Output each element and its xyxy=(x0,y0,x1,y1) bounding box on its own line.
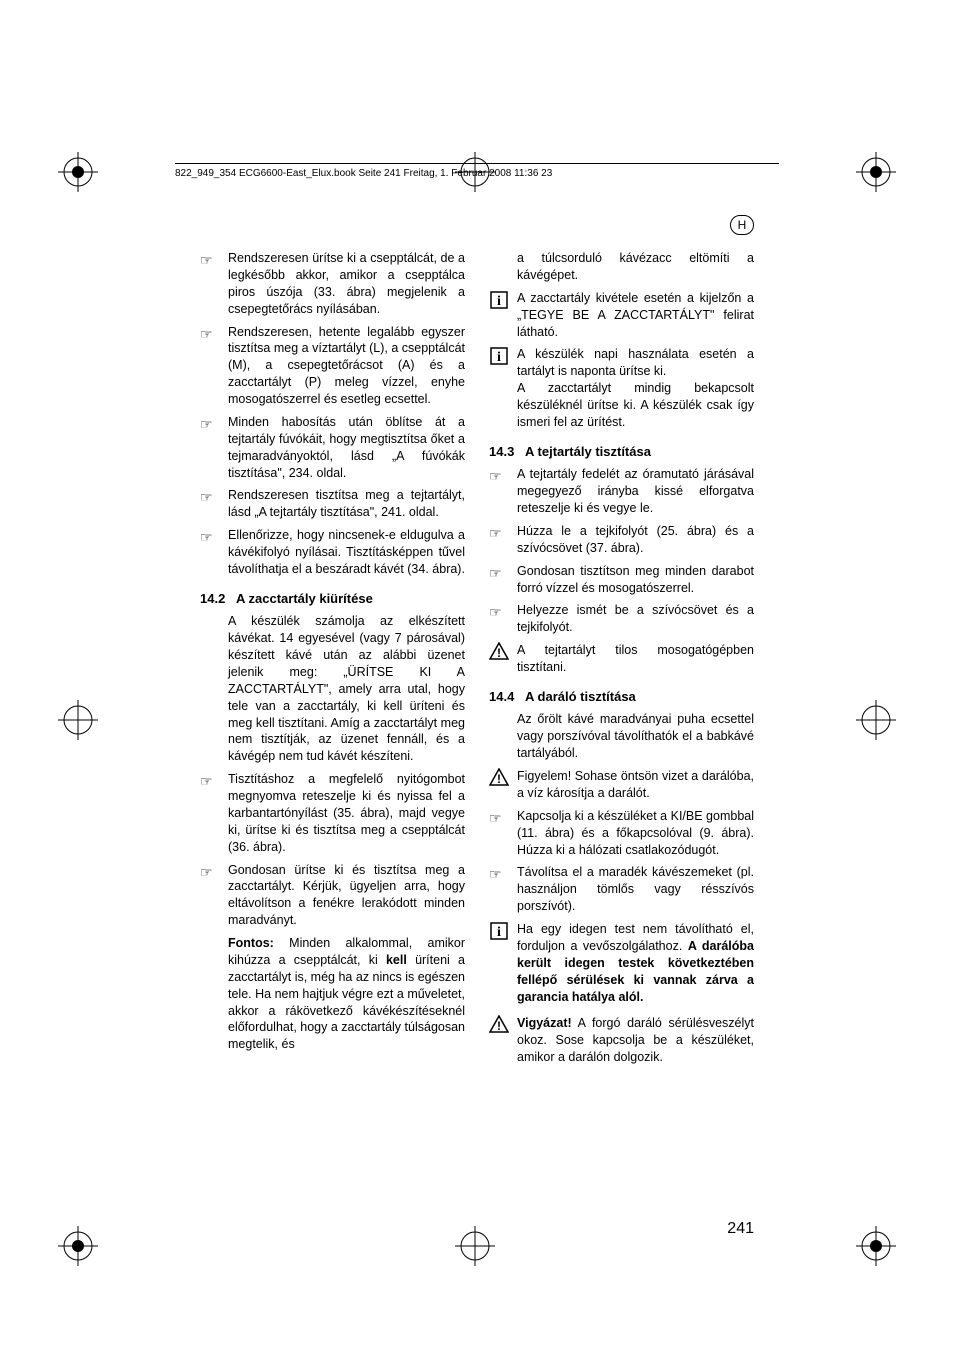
header-text: 822_949_354 ECG6600-East_Elux.book Seite… xyxy=(175,168,552,179)
warning-text: A tejtartályt tilos mosogatógépben tiszt… xyxy=(517,642,754,676)
instruction-text: Ellenőrizze, hogy nincsenek-e eldugulva … xyxy=(228,527,465,578)
svg-text:i: i xyxy=(497,925,501,940)
instruction-item: ☞ Rendszeresen ürítse ki a csepptálcát, … xyxy=(200,250,465,318)
warning-icon: ! xyxy=(489,1015,517,1066)
svg-text:!: ! xyxy=(497,772,501,786)
instruction-item: ☞ Gondosan ürítse ki és tisztítsa meg a … xyxy=(200,862,465,930)
hand-icon: ☞ xyxy=(489,523,517,557)
hand-icon: ☞ xyxy=(200,487,228,521)
instruction-item: ☞ Helyezze ismét be a szívócsövet és a t… xyxy=(489,602,754,636)
content-area: ☞ Rendszeresen ürítse ki a csepptálcát, … xyxy=(200,250,754,1072)
warning-item: ! Vigyázat! A forgó daráló sérülésveszél… xyxy=(489,1015,754,1066)
instruction-text: Rendszeresen tisztítsa meg a tejtartályt… xyxy=(228,487,465,521)
crop-mark xyxy=(856,1226,896,1266)
instruction-text: Húzza le a tejkifolyót (25. ábra) és a s… xyxy=(517,523,754,557)
section-heading: 14.2 A zacctartály kiürítése xyxy=(200,590,465,608)
info-text: Ha egy idegen test nem távolítható el, f… xyxy=(517,921,754,1005)
bold-label: Fontos: xyxy=(228,936,274,950)
instruction-item: ☞ Húzza le a tejkifolyót (25. ábra) és a… xyxy=(489,523,754,557)
section-number: 14.3 xyxy=(489,443,525,461)
hand-icon: ☞ xyxy=(489,808,517,859)
instruction-item: ☞ A tejtartály fedelét az óramutató járá… xyxy=(489,466,754,517)
hand-icon: ☞ xyxy=(200,324,228,408)
section-number: 14.4 xyxy=(489,688,525,706)
svg-text:i: i xyxy=(497,294,501,309)
instruction-text: A tejtartály fedelét az óramutató járásá… xyxy=(517,466,754,517)
bold-label: Vigyázat! xyxy=(517,1016,572,1030)
info-icon: i xyxy=(489,290,517,341)
info-icon: i xyxy=(489,346,517,430)
right-column: a túlcsorduló kávézacc eltömíti a kávégé… xyxy=(489,250,754,1072)
instruction-text: Kapcsolja ki a készüléket a KI/BE gombba… xyxy=(517,808,754,859)
warning-item: ! A tejtartályt tilos mosogatógépben tis… xyxy=(489,642,754,676)
instruction-text: Rendszeresen ürítse ki a csepptálcát, de… xyxy=(228,250,465,318)
warning-icon: ! xyxy=(489,642,517,676)
header-rule xyxy=(175,163,779,164)
info-item: i A zacctartály kivétele esetén a kijelz… xyxy=(489,290,754,341)
hand-icon: ☞ xyxy=(489,602,517,636)
crop-mark xyxy=(58,1226,98,1266)
section-title: A zacctartály kiürítése xyxy=(236,590,373,608)
section-heading: 14.4 A daráló tisztítása xyxy=(489,688,754,706)
crop-mark xyxy=(58,152,98,192)
bold-text: kell xyxy=(386,953,407,967)
crop-mark xyxy=(455,1226,495,1266)
warning-icon: ! xyxy=(489,768,517,802)
info-icon: i xyxy=(489,921,517,1005)
section-title: A tejtartály tisztítása xyxy=(525,443,651,461)
instruction-text: Gondosan ürítse ki és tisztítsa meg a za… xyxy=(228,862,465,930)
left-column: ☞ Rendszeresen ürítse ki a csepptálcát, … xyxy=(200,250,465,1072)
instruction-item: ☞ Minden habosítás után öblítse át a tej… xyxy=(200,414,465,482)
instruction-text: Rendszeresen, hetente legalább egyszer t… xyxy=(228,324,465,408)
hand-icon: ☞ xyxy=(200,250,228,318)
warning-text: Vigyázat! A forgó daráló sérülésveszélyt… xyxy=(517,1015,754,1066)
hand-icon: ☞ xyxy=(489,864,517,915)
instruction-text: Tisztításhoz a megfelelő nyitógombot meg… xyxy=(228,771,465,855)
svg-text:!: ! xyxy=(497,1019,501,1033)
info-item: i A készülék napi használata esetén a ta… xyxy=(489,346,754,430)
instruction-text: Minden habosítás után öblítse át a tejta… xyxy=(228,414,465,482)
region-indicator: H xyxy=(730,215,754,235)
crop-mark xyxy=(856,152,896,192)
instruction-item: ☞ Rendszeresen, hetente legalább egyszer… xyxy=(200,324,465,408)
instruction-text: Távolítsa el a maradék kávészemeket (pl.… xyxy=(517,864,754,915)
instruction-item: ☞ Rendszeresen tisztítsa meg a tejtartál… xyxy=(200,487,465,521)
text: üríteni a zacctartályt is, még ha az nin… xyxy=(228,953,465,1051)
instruction-item: ☞ Kapcsolja ki a készüléket a KI/BE gomb… xyxy=(489,808,754,859)
hand-icon: ☞ xyxy=(489,563,517,597)
warning-item: ! Figyelem! Sohase öntsön vizet a daráló… xyxy=(489,768,754,802)
crop-mark xyxy=(856,700,896,740)
hand-icon: ☞ xyxy=(489,466,517,517)
crop-mark xyxy=(58,700,98,740)
instruction-item: ☞ Tisztításhoz a megfelelő nyitógombot m… xyxy=(200,771,465,855)
hand-icon: ☞ xyxy=(200,527,228,578)
info-text: A készülék napi használata esetén a tart… xyxy=(517,346,754,430)
section-title: A daráló tisztítása xyxy=(525,688,636,706)
body-text: Az őrölt kávé maradványai puha ecsettel … xyxy=(517,711,754,762)
hand-icon: ☞ xyxy=(200,862,228,930)
instruction-text: Helyezze ismét be a szívócsövet és a tej… xyxy=(517,602,754,636)
page-number: 241 xyxy=(727,1220,754,1238)
continuation-text: a túlcsorduló kávézacc eltömíti a kávégé… xyxy=(517,250,754,284)
warning-text: Figyelem! Sohase öntsön vizet a darálóba… xyxy=(517,768,754,802)
instruction-text: Gondosan tisztítson meg minden darabot f… xyxy=(517,563,754,597)
info-item: i Ha egy idegen test nem távolítható el,… xyxy=(489,921,754,1005)
info-text: A zacctartály kivétele esetén a kijelzőn… xyxy=(517,290,754,341)
instruction-item: ☞ Gondosan tisztítson meg minden darabot… xyxy=(489,563,754,597)
instruction-item: ☞ Ellenőrizze, hogy nincsenek-e eldugulv… xyxy=(200,527,465,578)
body-text: Fontos: Minden alkalommal, amikor kihúzz… xyxy=(228,935,465,1053)
svg-text:i: i xyxy=(497,350,501,365)
section-heading: 14.3 A tejtartály tisztítása xyxy=(489,443,754,461)
hand-icon: ☞ xyxy=(200,771,228,855)
svg-text:!: ! xyxy=(497,646,501,660)
instruction-item: ☞ Távolítsa el a maradék kávészemeket (p… xyxy=(489,864,754,915)
hand-icon: ☞ xyxy=(200,414,228,482)
body-text: A készülék számolja az elkészített kávék… xyxy=(228,613,465,765)
section-number: 14.2 xyxy=(200,590,236,608)
